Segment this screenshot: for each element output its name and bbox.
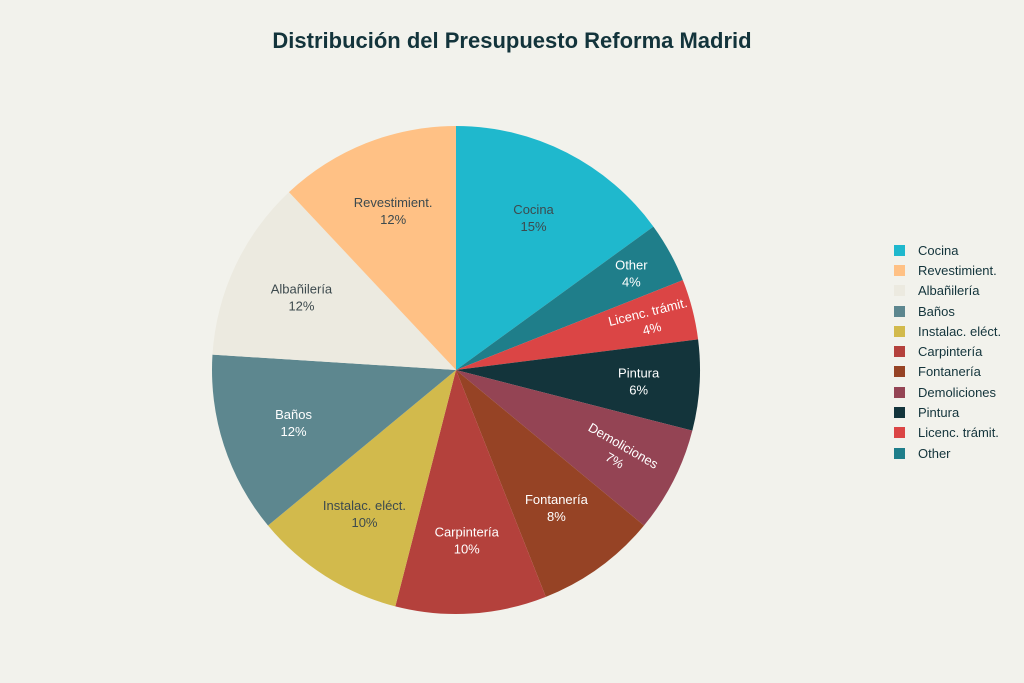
legend-label: Cocina — [918, 242, 959, 258]
slice-label: Fontanería 8% — [525, 492, 589, 524]
legend-swatch-icon — [894, 346, 905, 358]
slice-label: Instalac. eléct. 10% — [323, 498, 406, 530]
legend-swatch-icon — [894, 366, 905, 378]
legend-item[interactable]: Other — [894, 443, 1001, 463]
svg-text:Other: Other — [615, 258, 648, 273]
legend-swatch-icon — [894, 305, 905, 317]
legend-item[interactable]: Demoliciones — [894, 382, 1001, 402]
svg-text:Carpintería: Carpintería — [435, 524, 500, 539]
svg-text:Pintura: Pintura — [618, 365, 660, 380]
legend: Cocina Revestimient. Albañilería Baños Insta… — [894, 240, 1001, 463]
svg-text:Revestimient.: Revestimient. — [354, 195, 433, 210]
svg-text:Cocina: Cocina — [513, 202, 554, 217]
legend-label: Albañilería — [918, 283, 980, 299]
legend-swatch-icon — [894, 244, 905, 256]
legend-item[interactable]: Instalac. eléct. — [894, 321, 1001, 341]
legend-item[interactable]: Fontanería — [894, 362, 1001, 382]
slice-label: Pintura 6% — [618, 365, 660, 397]
legend-label: Other — [918, 445, 951, 461]
legend-item[interactable]: Baños — [894, 301, 1001, 321]
svg-text:8%: 8% — [547, 509, 566, 524]
pie-slice[interactable] — [456, 339, 700, 431]
legend-item[interactable]: Pintura — [894, 402, 1001, 422]
svg-text:15%: 15% — [521, 219, 547, 234]
chart-title: Distribución del Presupuesto Reforma Mad… — [272, 28, 752, 53]
legend-label: Fontanería — [918, 364, 981, 380]
legend-label: Instalac. eléct. — [918, 323, 1002, 339]
svg-text:12%: 12% — [281, 424, 307, 439]
pie-slice[interactable] — [456, 226, 683, 370]
legend-label: Pintura — [918, 405, 960, 421]
svg-text:6%: 6% — [629, 382, 648, 397]
slice-label: Other 4% — [615, 258, 648, 290]
legend-label: Demoliciones — [918, 384, 997, 400]
pie-slice[interactable] — [212, 192, 456, 370]
legend-swatch-icon — [894, 427, 905, 439]
pie-slice[interactable] — [212, 354, 456, 526]
legend-label: Licenc. trámit. — [918, 425, 999, 441]
svg-text:4%: 4% — [622, 275, 641, 290]
svg-text:12%: 12% — [380, 212, 406, 227]
legend-item[interactable]: Carpintería — [894, 341, 1001, 361]
legend-swatch-icon — [894, 386, 905, 398]
legend-swatch-icon — [894, 285, 905, 297]
legend-item[interactable]: Revestimient. — [894, 260, 1001, 280]
slice-label: Revestimient. 12% — [354, 195, 433, 227]
svg-text:Albañilería: Albañilería — [271, 281, 333, 296]
legend-label: Revestimient. — [918, 262, 997, 278]
svg-text:12%: 12% — [288, 298, 314, 313]
legend-swatch-icon — [894, 325, 905, 337]
slice-label: Carpintería 10% — [435, 524, 500, 556]
svg-text:10%: 10% — [351, 515, 377, 530]
pie-slice[interactable] — [456, 370, 693, 526]
legend-swatch-icon — [894, 264, 905, 276]
svg-text:Fontanería: Fontanería — [525, 492, 589, 507]
legend-swatch-icon — [894, 447, 905, 459]
legend-swatch-icon — [894, 407, 905, 419]
pie-slice[interactable] — [456, 280, 699, 370]
slice-label: Albañilería 12% — [271, 281, 333, 313]
legend-label: Carpintería — [918, 344, 983, 360]
svg-text:Instalac. eléct.: Instalac. eléct. — [323, 498, 406, 513]
svg-text:Baños: Baños — [275, 407, 312, 422]
svg-text:10%: 10% — [454, 541, 480, 556]
pie-slice[interactable] — [288, 126, 456, 370]
pie-slice[interactable] — [395, 370, 546, 614]
legend-item[interactable]: Cocina — [894, 240, 1001, 260]
pie-slice[interactable] — [267, 370, 456, 607]
slice-label: Baños 12% — [275, 407, 312, 439]
legend-item[interactable]: Albañilería — [894, 281, 1001, 301]
pie-slice[interactable] — [456, 126, 654, 370]
slice-label: Cocina 15% — [513, 202, 554, 234]
pie-slice[interactable] — [456, 370, 645, 597]
svg-text:4%: 4% — [641, 319, 663, 338]
legend-label: Baños — [918, 303, 955, 319]
legend-item[interactable]: Licenc. trámit. — [894, 423, 1001, 443]
